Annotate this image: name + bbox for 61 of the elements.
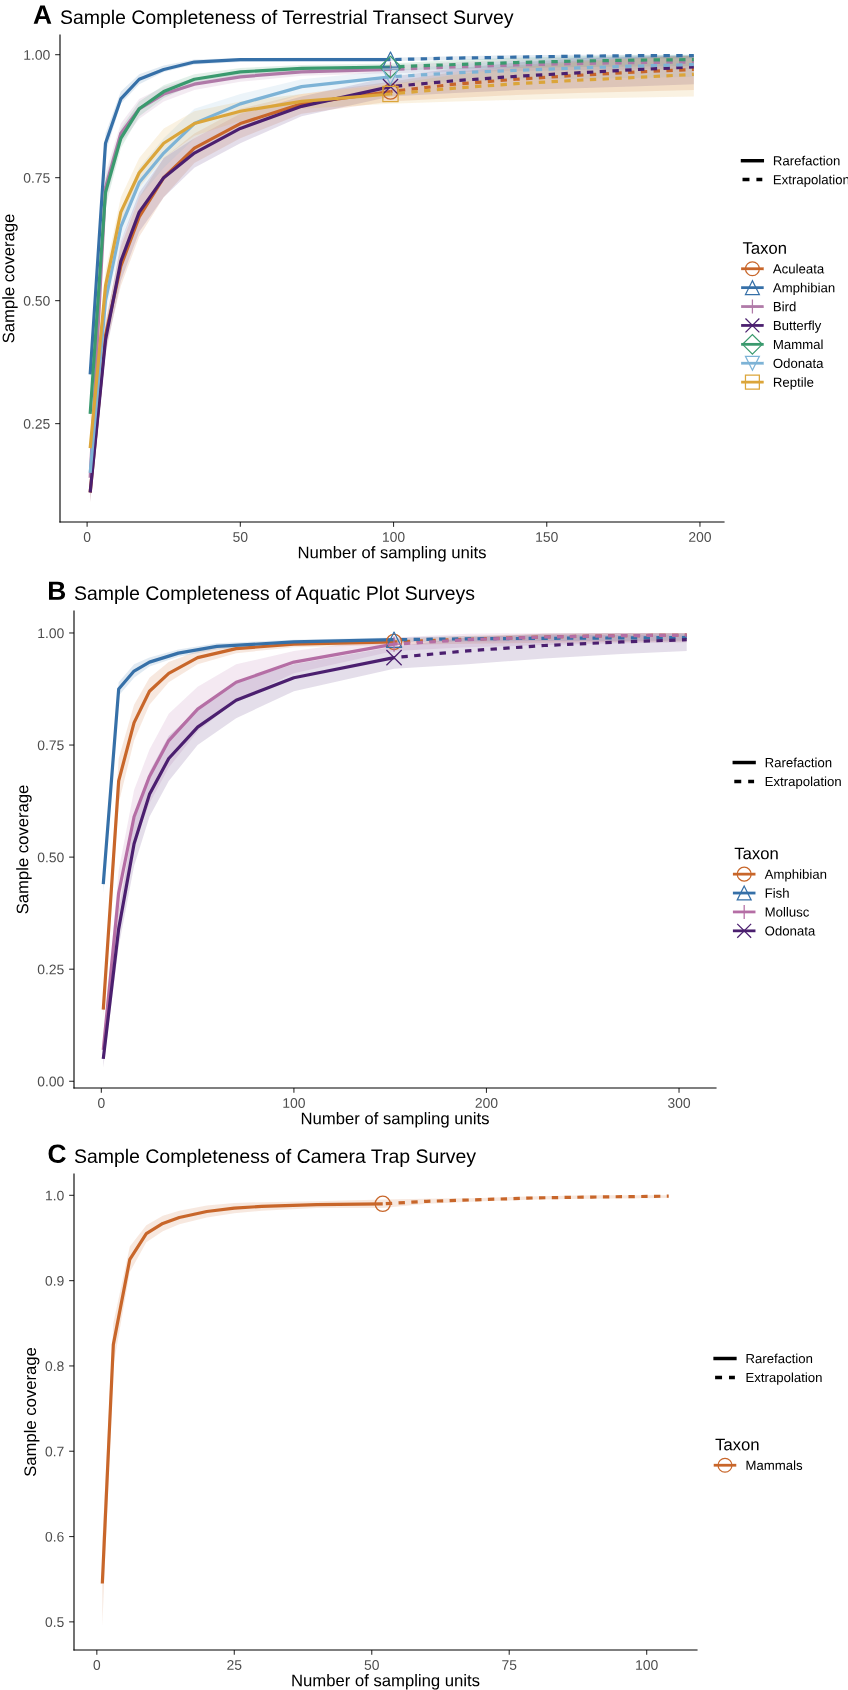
- legend-label: Amphibian: [764, 869, 827, 882]
- y-tick-label: 0.8: [45, 1361, 64, 1372]
- legend-title: Taxon: [715, 1438, 759, 1451]
- y-tick-label: 0.7: [45, 1446, 64, 1457]
- x-tick-label: 150: [536, 532, 558, 542]
- text: Extrapolation: [746, 1372, 822, 1385]
- legend-title: Taxon: [734, 847, 778, 860]
- legend-label: Mammal: [773, 339, 823, 350]
- x-tick-label: 25: [227, 1660, 242, 1670]
- x-axis-title: Number of sampling units: [292, 1674, 480, 1690]
- chart-title: Sample Completeness of Camera Trap Survey: [74, 1148, 476, 1167]
- x-tick-label: 50: [233, 532, 248, 542]
- legend-label: Mollusc: [765, 906, 810, 917]
- x-tick-label: 0: [83, 532, 91, 542]
- text: B: [49, 581, 66, 600]
- y-tick-label: 0.50: [23, 295, 50, 306]
- legend-label: Aculeata: [772, 263, 825, 274]
- x-tick-label: 200: [475, 1098, 498, 1108]
- x-tick-label: 0: [98, 1098, 105, 1108]
- text: C: [48, 1144, 66, 1164]
- x-axis-title: Number of sampling units: [298, 546, 486, 562]
- text: Extrapolation: [765, 776, 841, 789]
- x-tick-label: 0: [93, 1660, 101, 1670]
- text: Rarefaction: [746, 1353, 813, 1364]
- y-axis-title: Sample coverage: [23, 1347, 40, 1477]
- x-tick-label: 100: [283, 1098, 305, 1108]
- text: Rarefaction: [765, 757, 832, 768]
- chart-title: Sample Completeness of Aquatic Plot Surveys: [74, 585, 475, 604]
- x-tick-label: 50: [364, 1660, 379, 1670]
- legend-label: Bird: [773, 301, 796, 312]
- chart-title: Sample Completeness of Terrestrial Transect Survey: [60, 9, 514, 28]
- x-tick-label: 300: [667, 1098, 691, 1108]
- legend-title: Taxon: [742, 242, 786, 254]
- y-axis-title: Sample coverage: [2, 214, 18, 343]
- y-tick-label: 1.00: [38, 628, 64, 639]
- y-tick-label: 0.00: [37, 1076, 64, 1087]
- x-axis-title: Number of sampling units: [301, 1112, 489, 1128]
- y-tick-label: 0.25: [23, 418, 50, 429]
- text: A: [33, 5, 52, 24]
- legend-label: Reptile: [773, 377, 814, 390]
- x-tick-label: 100: [383, 532, 405, 542]
- y-tick-label: 0.75: [23, 172, 50, 183]
- legend-label: Butterfly: [773, 320, 822, 333]
- y-tick-label: 0.9: [45, 1275, 64, 1286]
- legend-label: Odonata: [773, 358, 824, 368]
- x-tick-label: 75: [502, 1660, 517, 1670]
- legend-label: Odonata: [765, 925, 816, 936]
- text: Rarefaction: [773, 155, 840, 166]
- y-tick-label: 1.00: [24, 50, 50, 60]
- x-tick-label: 100: [636, 1660, 658, 1670]
- y-tick-label: 0.5: [45, 1617, 64, 1628]
- legend-label: Mammals: [746, 1460, 803, 1470]
- y-tick-label: 0.6: [45, 1531, 64, 1542]
- y-tick-label: 0.25: [37, 964, 64, 975]
- y-tick-label: 0.75: [37, 740, 64, 751]
- legend-label: Amphibian: [772, 282, 835, 296]
- x-tick-label: 200: [689, 532, 711, 542]
- y-tick-label: 1.0: [46, 1190, 64, 1201]
- y-tick-label: 0.50: [37, 852, 64, 863]
- y-axis-title: Sample coverage: [16, 785, 32, 914]
- legend-label: Fish: [765, 888, 789, 898]
